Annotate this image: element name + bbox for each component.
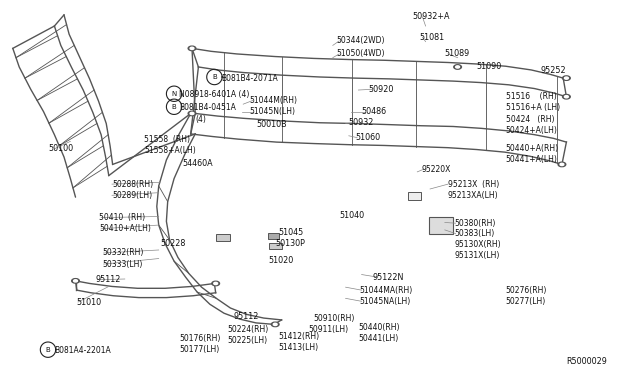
Text: R5000029: R5000029	[566, 357, 607, 366]
Text: 51040: 51040	[339, 211, 364, 220]
Text: (4): (4)	[195, 115, 206, 124]
Text: N08918-6401A (4): N08918-6401A (4)	[179, 90, 250, 99]
Text: 51090: 51090	[477, 62, 502, 71]
Circle shape	[72, 279, 79, 283]
Circle shape	[190, 47, 194, 49]
Text: 50932: 50932	[349, 118, 374, 127]
Text: 50932+A: 50932+A	[413, 12, 451, 21]
Text: 95213XA(LH): 95213XA(LH)	[448, 191, 499, 200]
Circle shape	[74, 280, 77, 282]
Text: 95213X  (RH): 95213X (RH)	[448, 180, 499, 189]
Text: B: B	[45, 347, 51, 353]
Text: B081B4-0451A: B081B4-0451A	[179, 103, 236, 112]
Circle shape	[563, 94, 570, 99]
Text: B: B	[172, 104, 177, 110]
Text: 50289(LH): 50289(LH)	[112, 191, 152, 200]
Text: 51089: 51089	[445, 49, 470, 58]
Text: 50910(RH): 50910(RH)	[314, 314, 355, 323]
Text: 95112: 95112	[234, 312, 259, 321]
Circle shape	[190, 112, 194, 115]
Circle shape	[456, 66, 460, 68]
Text: 51020: 51020	[269, 256, 294, 265]
Text: 50176(RH): 50176(RH)	[179, 334, 221, 343]
Text: 50010B: 50010B	[256, 120, 287, 129]
Text: 50441+A(LH): 50441+A(LH)	[506, 155, 557, 164]
Circle shape	[188, 46, 196, 51]
Text: 51412(RH): 51412(RH)	[278, 332, 319, 341]
Text: 51045NA(LH): 51045NA(LH)	[360, 297, 411, 306]
Circle shape	[564, 96, 568, 98]
Text: 51558+A(LH): 51558+A(LH)	[144, 146, 196, 155]
Circle shape	[273, 323, 277, 326]
Text: 50441(LH): 50441(LH)	[358, 334, 399, 343]
Text: 50410  (RH): 50410 (RH)	[99, 213, 145, 222]
Text: 50424+A(LH): 50424+A(LH)	[506, 126, 557, 135]
Text: 51516+A (LH): 51516+A (LH)	[506, 103, 560, 112]
Text: 50177(LH): 50177(LH)	[179, 345, 220, 354]
Text: 51010: 51010	[77, 298, 102, 307]
Text: 50440+A(RH): 50440+A(RH)	[506, 144, 559, 153]
Text: 50911(LH): 50911(LH)	[308, 325, 349, 334]
Text: 95252: 95252	[541, 66, 566, 75]
Text: 50344(2WD): 50344(2WD)	[336, 36, 385, 45]
Circle shape	[212, 281, 220, 286]
Text: 51081: 51081	[419, 33, 444, 42]
Circle shape	[188, 111, 196, 116]
Bar	[429, 217, 453, 234]
Bar	[269, 243, 282, 249]
Circle shape	[214, 282, 218, 285]
Circle shape	[564, 77, 568, 79]
Text: 50288(RH): 50288(RH)	[112, 180, 153, 189]
Bar	[216, 234, 230, 241]
Text: 50225(LH): 50225(LH)	[227, 336, 268, 345]
Text: 51045: 51045	[278, 228, 303, 237]
Circle shape	[563, 76, 570, 80]
Text: 95112: 95112	[96, 275, 122, 284]
Bar	[408, 192, 421, 200]
Circle shape	[560, 163, 564, 166]
Text: 51044MA(RH): 51044MA(RH)	[360, 286, 413, 295]
Bar	[268, 233, 279, 239]
Text: 51045N(LH): 51045N(LH)	[250, 107, 296, 116]
Text: B081B4-2071A: B081B4-2071A	[221, 74, 278, 83]
Text: 50410+A(LH): 50410+A(LH)	[99, 224, 151, 233]
Text: 50383(LH): 50383(LH)	[454, 229, 495, 238]
Text: 51044M(RH): 51044M(RH)	[250, 96, 298, 105]
Circle shape	[271, 322, 279, 327]
Text: 50224(RH): 50224(RH)	[227, 325, 268, 334]
Text: 50100: 50100	[48, 144, 73, 153]
Circle shape	[454, 65, 461, 69]
Text: 50130P: 50130P	[275, 239, 305, 248]
Text: 95131X(LH): 95131X(LH)	[454, 251, 500, 260]
Text: 50440(RH): 50440(RH)	[358, 323, 400, 332]
Text: 51060: 51060	[355, 133, 380, 142]
Text: 54460A: 54460A	[182, 159, 213, 168]
Text: 51516    (RH): 51516 (RH)	[506, 92, 556, 101]
Circle shape	[558, 162, 566, 167]
Text: 51413(LH): 51413(LH)	[278, 343, 319, 352]
Text: N: N	[172, 91, 177, 97]
Text: 50920: 50920	[368, 85, 394, 94]
Text: 50424   (RH): 50424 (RH)	[506, 115, 554, 124]
Text: 50333(LH): 50333(LH)	[102, 260, 143, 269]
Text: 51050(4WD): 51050(4WD)	[336, 49, 385, 58]
Text: 50380(RH): 50380(RH)	[454, 219, 496, 228]
Text: 51558  (RH): 51558 (RH)	[144, 135, 190, 144]
Text: 50228: 50228	[160, 239, 186, 248]
Text: 50332(RH): 50332(RH)	[102, 248, 144, 257]
Text: 50277(LH): 50277(LH)	[506, 297, 546, 306]
Text: 95130X(RH): 95130X(RH)	[454, 240, 501, 249]
Text: 95122N: 95122N	[372, 273, 404, 282]
Text: 50486: 50486	[362, 107, 387, 116]
Text: B081A4-2201A: B081A4-2201A	[54, 346, 111, 355]
Text: 95220X: 95220X	[421, 165, 451, 174]
Text: B: B	[212, 74, 217, 80]
Text: 50276(RH): 50276(RH)	[506, 286, 547, 295]
